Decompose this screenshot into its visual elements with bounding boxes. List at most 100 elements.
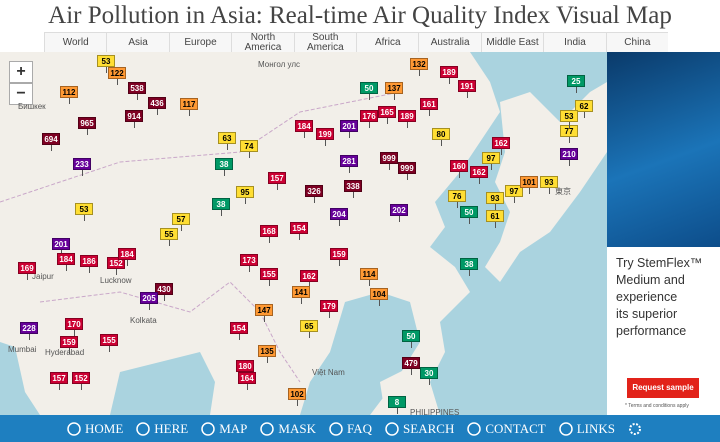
aqi-marker[interactable]: 965: [78, 117, 96, 135]
aqi-marker[interactable]: 228: [20, 322, 38, 340]
aqi-marker[interactable]: 147: [255, 304, 273, 322]
aqi-marker[interactable]: 538: [128, 82, 146, 100]
menu-label[interactable]: HERE: [154, 420, 189, 436]
menu-label[interactable]: LINKS: [576, 420, 615, 436]
aqi-marker[interactable]: 80: [432, 128, 450, 146]
aqi-marker[interactable]: 8: [388, 396, 406, 414]
aqi-marker[interactable]: 999: [380, 152, 398, 170]
aqi-marker[interactable]: 137: [385, 82, 403, 100]
region-tab[interactable]: North America: [231, 33, 294, 53]
aqi-marker[interactable]: 53: [97, 55, 115, 73]
menu-item[interactable]: HERE: [135, 421, 188, 437]
region-tab[interactable]: Africa: [356, 33, 419, 53]
aqi-marker[interactable]: 199: [316, 128, 334, 146]
aqi-marker[interactable]: 63: [218, 132, 236, 150]
aqi-marker[interactable]: 141: [292, 286, 310, 304]
aqi-marker[interactable]: 76: [448, 190, 466, 208]
aqi-marker[interactable]: 168: [260, 225, 278, 243]
aqi-marker[interactable]: 233: [73, 158, 91, 176]
aqi-marker[interactable]: 38: [212, 198, 230, 216]
aqi-marker[interactable]: 694: [42, 133, 60, 151]
aqi-marker[interactable]: 62: [575, 100, 593, 118]
aqi-marker[interactable]: 201: [340, 120, 358, 138]
aqi-marker[interactable]: 95: [236, 186, 254, 204]
menu-label[interactable]: FAQ: [347, 420, 373, 436]
aqi-marker[interactable]: 169: [18, 262, 36, 280]
aqi-marker[interactable]: 159: [330, 248, 348, 266]
aqi-marker[interactable]: 205: [140, 292, 158, 310]
aqi-marker[interactable]: 30: [420, 367, 438, 385]
aqi-marker[interactable]: 186: [80, 255, 98, 273]
menu-item[interactable]: LINKS: [558, 421, 615, 437]
menu-label[interactable]: MASK: [278, 420, 316, 436]
menu-item[interactable]: SEARCH: [384, 421, 454, 437]
aqi-marker[interactable]: 210: [560, 148, 578, 166]
aqi-marker[interactable]: 162: [470, 166, 488, 184]
aqi-marker[interactable]: 104: [370, 288, 388, 306]
menu-item[interactable]: FAQ: [328, 421, 372, 437]
aqi-marker[interactable]: 154: [230, 322, 248, 340]
aqi-marker[interactable]: 176: [360, 110, 378, 128]
aqi-marker[interactable]: 38: [460, 258, 478, 276]
aqi-marker[interactable]: 135: [258, 345, 276, 363]
aqi-marker[interactable]: 155: [260, 268, 278, 286]
aqi-marker[interactable]: 159: [60, 336, 78, 354]
zoom-in[interactable]: +: [9, 61, 33, 83]
aqi-marker[interactable]: 189: [398, 110, 416, 128]
aqi-marker[interactable]: 157: [268, 172, 286, 190]
aqi-marker[interactable]: 201: [52, 238, 70, 256]
aqi-marker[interactable]: 74: [240, 140, 258, 158]
aqi-marker[interactable]: 170: [65, 318, 83, 336]
aqi-marker[interactable]: 152: [107, 257, 125, 275]
region-tab[interactable]: World: [44, 33, 107, 53]
aqi-marker[interactable]: 155: [100, 334, 118, 352]
aqi-marker[interactable]: 180: [236, 360, 254, 378]
zoom-out[interactable]: −: [9, 83, 33, 105]
aqi-marker[interactable]: 173: [240, 254, 258, 272]
aqi-marker[interactable]: 122: [108, 67, 126, 85]
aqi-marker[interactable]: 101: [520, 176, 538, 194]
aqi-marker[interactable]: 53: [560, 110, 578, 128]
advertisement[interactable]: Request sample * Terms and conditions ap…: [607, 52, 720, 415]
aqi-marker[interactable]: 165: [378, 106, 396, 124]
region-tab[interactable]: South America: [293, 33, 357, 53]
region-tab[interactable]: China: [605, 33, 669, 53]
settings-icon[interactable]: [627, 421, 643, 437]
aqi-marker[interactable]: 430: [155, 283, 173, 301]
region-tab[interactable]: India: [543, 33, 606, 53]
aqi-marker[interactable]: 184: [295, 120, 313, 138]
aqi-marker[interactable]: 65: [300, 320, 318, 338]
region-tab[interactable]: Europe: [168, 33, 232, 53]
aqi-marker[interactable]: 53: [75, 203, 93, 221]
aqi-marker[interactable]: 38: [215, 158, 233, 176]
aqi-marker[interactable]: 161: [420, 98, 438, 116]
aqi-marker[interactable]: 436: [148, 97, 166, 115]
aqi-marker[interactable]: 50: [360, 82, 378, 100]
aqi-marker[interactable]: 57: [172, 213, 190, 231]
aqi-marker[interactable]: 162: [300, 270, 318, 288]
aqi-marker[interactable]: 202: [390, 204, 408, 222]
aqi-marker[interactable]: 160: [450, 160, 468, 178]
aqi-marker[interactable]: 97: [505, 185, 523, 203]
aqi-marker[interactable]: 157: [50, 372, 68, 390]
aqi-marker[interactable]: 204: [330, 208, 348, 226]
menu-item[interactable]: HOME: [66, 421, 123, 437]
aqi-marker[interactable]: 184: [57, 253, 75, 271]
menu-item[interactable]: MAP: [200, 421, 247, 437]
aqi-marker[interactable]: 117: [180, 98, 198, 116]
aqi-marker[interactable]: 999: [398, 162, 416, 180]
region-tab[interactable]: Middle East: [480, 33, 544, 53]
aqi-marker[interactable]: 61: [486, 210, 504, 228]
aqi-marker[interactable]: 164: [238, 372, 256, 390]
aqi-marker[interactable]: 479: [402, 357, 420, 375]
aqi-marker[interactable]: 50: [460, 206, 478, 224]
aqi-marker[interactable]: 191: [458, 80, 476, 98]
aqi-marker[interactable]: 132: [410, 58, 428, 76]
menu-item[interactable]: MASK: [259, 421, 316, 437]
aqi-marker[interactable]: 112: [60, 86, 78, 104]
aqi-marker[interactable]: 102: [288, 388, 306, 406]
ad-button[interactable]: Request sample: [627, 378, 699, 398]
menu-label[interactable]: SEARCH: [403, 420, 455, 436]
aqi-marker[interactable]: 154: [290, 222, 308, 240]
aqi-marker[interactable]: 179: [320, 300, 338, 318]
